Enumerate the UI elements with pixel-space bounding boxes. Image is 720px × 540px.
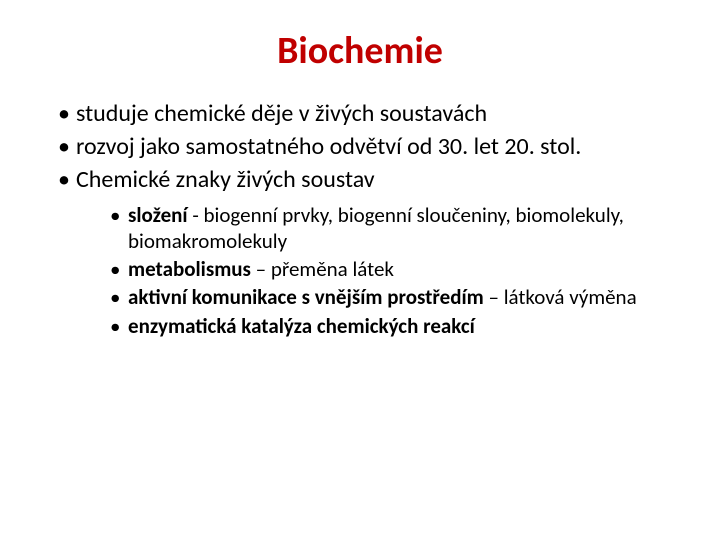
bullet-bold: aktivní komunikace s vnějším prostředím [128, 284, 484, 310]
bullet-text: studuje chemické děje v živých soustavác… [76, 99, 487, 128]
bullet-text: Chemické znaky živých soustav [76, 165, 375, 194]
list-item: rozvoj jako samostatného odvětví od 30. … [58, 131, 680, 162]
list-item: Chemické znaky živých soustav složení - … [58, 164, 680, 338]
bullet-list-level1: studuje chemické děje v živých soustavác… [58, 98, 680, 339]
slide: Biochemie studuje chemické děje v živých… [0, 0, 720, 540]
list-item: studuje chemické děje v živých soustavác… [58, 98, 680, 129]
bullet-rest: – látková výměna [484, 284, 637, 310]
bullet-text: rozvoj jako samostatného odvětví od 30. … [76, 132, 581, 161]
slide-title: Biochemie [40, 28, 680, 74]
bullet-rest: – přeměna látek [251, 256, 394, 282]
list-item: metabolismus – přeměna látek [110, 256, 680, 282]
list-item: složení - biogenní prvky, biogenní slouč… [110, 202, 680, 255]
bullet-bold: složení [128, 202, 188, 228]
bullet-list-level2: složení - biogenní prvky, biogenní slouč… [110, 202, 680, 339]
list-item: aktivní komunikace s vnějším prostředím … [110, 284, 680, 310]
bullet-bold: enzymatická katalýza chemických reakcí [128, 313, 475, 339]
bullet-bold: metabolismus [128, 256, 251, 282]
bullet-rest: - biogenní prvky, biogenní sloučeniny, b… [128, 202, 624, 254]
list-item: enzymatická katalýza chemických reakcí [110, 313, 680, 339]
